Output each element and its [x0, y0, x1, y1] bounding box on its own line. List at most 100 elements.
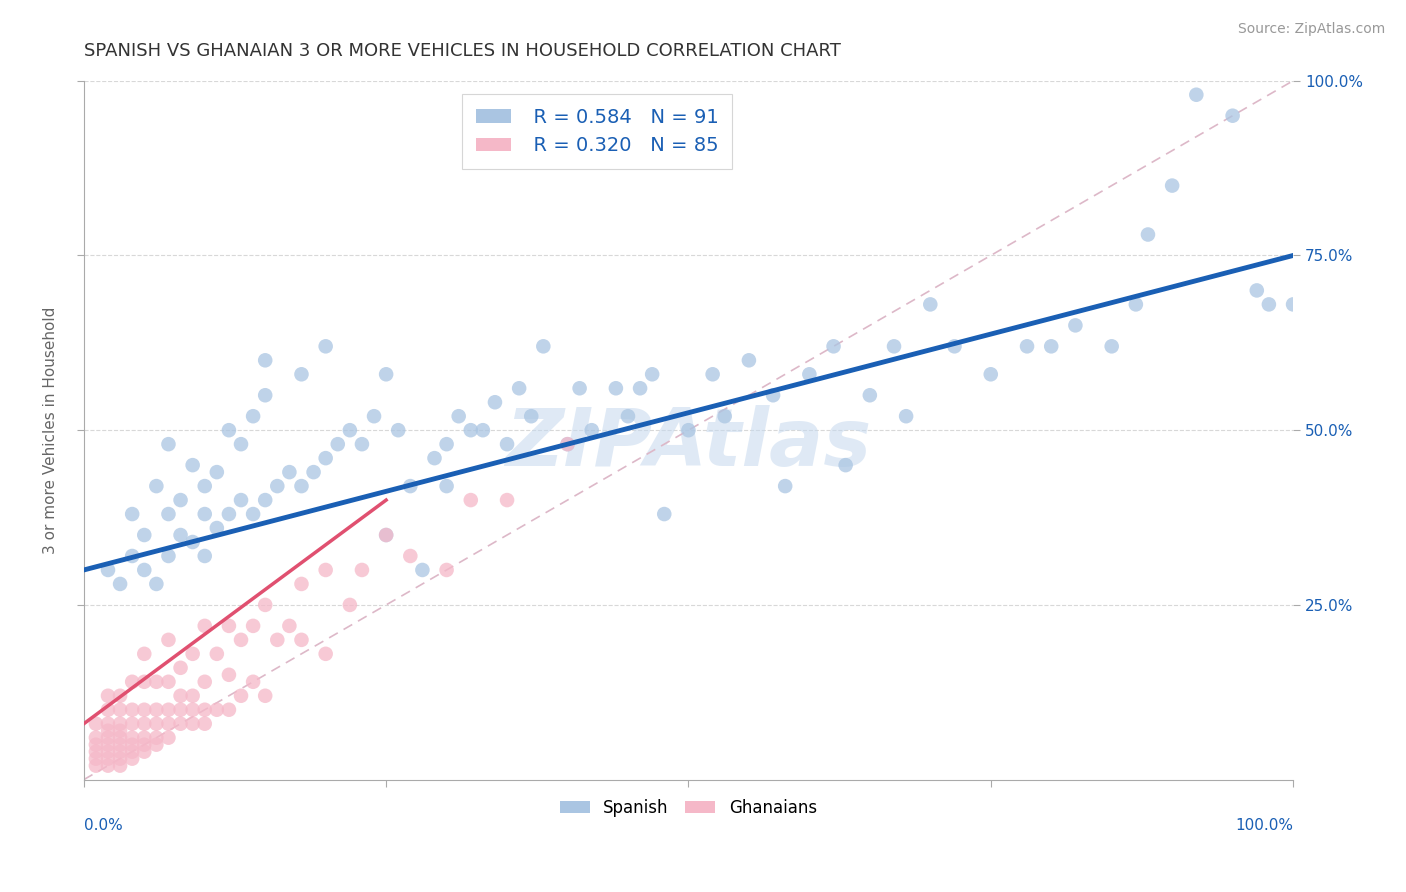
Point — [242, 674, 264, 689]
Point — [157, 549, 180, 563]
Point — [568, 381, 591, 395]
Point — [205, 521, 228, 535]
Point — [97, 745, 120, 759]
Point — [121, 703, 143, 717]
Point — [350, 437, 373, 451]
Point — [773, 479, 796, 493]
Point — [557, 437, 579, 451]
Point — [1125, 297, 1147, 311]
Point — [229, 689, 252, 703]
Point — [218, 507, 240, 521]
Point — [387, 423, 409, 437]
Point — [628, 381, 651, 395]
Point — [108, 758, 131, 772]
Point — [326, 437, 349, 451]
Point — [1222, 109, 1244, 123]
Point — [108, 745, 131, 759]
Point — [436, 437, 458, 451]
Point — [84, 745, 107, 759]
Point — [302, 465, 325, 479]
Point — [169, 716, 191, 731]
Point — [823, 339, 845, 353]
Point — [254, 388, 277, 402]
Point — [315, 451, 337, 466]
Point — [278, 465, 301, 479]
Point — [883, 339, 905, 353]
Point — [339, 598, 361, 612]
Point — [169, 528, 191, 542]
Point — [920, 297, 942, 311]
Point — [157, 437, 180, 451]
Point — [108, 731, 131, 745]
Point — [254, 689, 277, 703]
Point — [181, 458, 204, 472]
Point — [218, 423, 240, 437]
Point — [254, 493, 277, 508]
Point — [134, 674, 156, 689]
Point — [121, 752, 143, 766]
Point — [581, 423, 603, 437]
Point — [1161, 178, 1184, 193]
Point — [157, 703, 180, 717]
Point — [145, 703, 167, 717]
Point — [169, 661, 191, 675]
Point — [363, 409, 385, 424]
Point — [315, 563, 337, 577]
Point — [97, 689, 120, 703]
Point — [205, 647, 228, 661]
Point — [1257, 297, 1279, 311]
Point — [134, 738, 156, 752]
Point — [557, 437, 579, 451]
Point — [157, 674, 180, 689]
Point — [508, 381, 530, 395]
Point — [205, 703, 228, 717]
Point — [315, 339, 337, 353]
Point — [97, 716, 120, 731]
Point — [205, 465, 228, 479]
Point — [134, 647, 156, 661]
Point — [411, 563, 433, 577]
Point — [169, 493, 191, 508]
Text: Source: ZipAtlas.com: Source: ZipAtlas.com — [1237, 22, 1385, 37]
Point — [97, 731, 120, 745]
Point — [121, 507, 143, 521]
Point — [134, 563, 156, 577]
Point — [943, 339, 966, 353]
Point — [496, 493, 519, 508]
Point — [834, 458, 856, 472]
Point — [181, 703, 204, 717]
Point — [145, 674, 167, 689]
Point — [145, 577, 167, 591]
Point — [266, 479, 288, 493]
Point — [254, 598, 277, 612]
Point — [436, 479, 458, 493]
Point — [194, 703, 217, 717]
Point — [859, 388, 882, 402]
Point — [762, 388, 785, 402]
Point — [157, 716, 180, 731]
Point — [1136, 227, 1159, 242]
Point — [145, 716, 167, 731]
Point — [157, 507, 180, 521]
Point — [84, 738, 107, 752]
Point — [436, 563, 458, 577]
Point — [134, 716, 156, 731]
Text: 0.0%: 0.0% — [84, 818, 122, 833]
Point — [229, 493, 252, 508]
Point — [194, 716, 217, 731]
Point — [121, 745, 143, 759]
Point — [1015, 339, 1038, 353]
Point — [1282, 297, 1305, 311]
Y-axis label: 3 or more Vehicles in Household: 3 or more Vehicles in Household — [44, 307, 58, 554]
Point — [134, 528, 156, 542]
Point — [702, 368, 724, 382]
Point — [290, 577, 312, 591]
Point — [520, 409, 543, 424]
Point — [84, 716, 107, 731]
Point — [1101, 339, 1123, 353]
Legend: Spanish, Ghanaians: Spanish, Ghanaians — [554, 792, 824, 823]
Point — [678, 423, 700, 437]
Text: SPANISH VS GHANAIAN 3 OR MORE VEHICLES IN HOUSEHOLD CORRELATION CHART: SPANISH VS GHANAIAN 3 OR MORE VEHICLES I… — [84, 42, 841, 60]
Point — [121, 716, 143, 731]
Point — [121, 738, 143, 752]
